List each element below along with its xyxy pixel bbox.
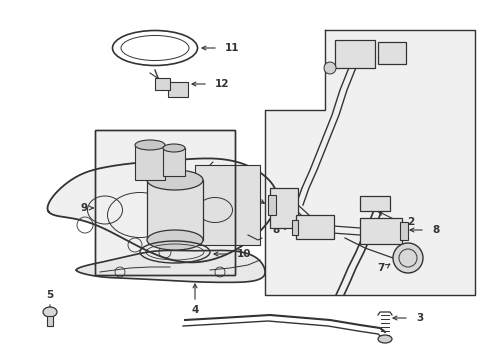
Bar [168,82,187,97]
Bar [399,222,407,240]
Text: 10: 10 [237,249,251,259]
Bar [359,218,401,244]
Bar [95,130,235,275]
Bar [95,130,235,275]
Circle shape [324,62,335,74]
Bar [47,316,53,326]
Polygon shape [76,251,264,282]
Bar [147,180,203,240]
Bar [377,42,405,64]
Text: 8: 8 [431,225,438,235]
Text: 7: 7 [377,263,384,273]
Text: 1: 1 [243,172,250,182]
Bar [95,130,235,275]
Ellipse shape [43,307,57,317]
Ellipse shape [147,230,203,250]
Bar [195,165,260,245]
Bar [163,148,184,176]
Text: 12: 12 [215,79,229,89]
Text: 2: 2 [406,217,413,227]
Text: 11: 11 [224,43,239,53]
Bar [155,78,170,90]
Bar [359,196,389,211]
Bar [135,145,164,180]
Text: 3: 3 [415,313,423,323]
Text: 5: 5 [46,290,54,300]
Text: 8: 8 [272,225,280,235]
Ellipse shape [377,335,391,343]
Bar [269,188,297,228]
Ellipse shape [135,140,164,150]
Bar [267,195,275,215]
Text: 6: 6 [247,193,254,203]
Bar [295,215,333,239]
Ellipse shape [163,144,184,152]
Circle shape [392,243,422,273]
Text: 4: 4 [191,305,198,315]
Bar [291,220,297,235]
Polygon shape [264,30,474,295]
Text: 9: 9 [81,203,88,213]
Bar [334,40,374,68]
Polygon shape [47,158,277,262]
Ellipse shape [147,170,203,190]
